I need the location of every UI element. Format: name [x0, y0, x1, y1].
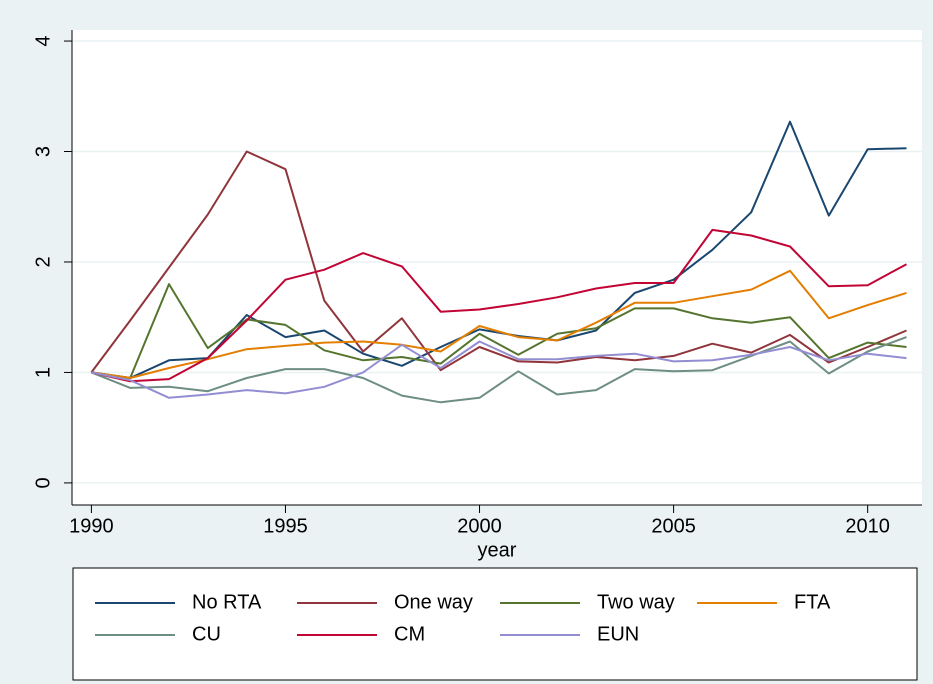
series-line [91, 340, 907, 399]
legend-label: EUN [597, 623, 639, 645]
legend-label: No RTA [192, 591, 262, 613]
series-line [91, 269, 907, 379]
legend-box [72, 567, 918, 681]
series-line [90, 150, 907, 373]
y-tick-label: 3 [32, 146, 54, 157]
x-tick-label: 1990 [69, 515, 114, 537]
legend-label: FTA [794, 591, 831, 613]
x-tick-label: 2005 [651, 515, 696, 537]
series-line [91, 336, 907, 404]
y-tick-label: 4 [32, 35, 54, 46]
series-line [91, 120, 907, 379]
x-tick-label: 1995 [263, 515, 308, 537]
y-tick-label: 0 [32, 477, 54, 488]
legend-label: One way [394, 591, 473, 613]
series-line [91, 283, 907, 379]
x-axis-label: year [478, 539, 517, 561]
x-tick-label: 2010 [845, 515, 890, 537]
series-line [91, 228, 907, 383]
y-tick-label: 1 [32, 367, 54, 378]
x-tick-label: 2000 [457, 515, 502, 537]
y-tick-label: 2 [32, 256, 54, 267]
legend-label: CM [394, 623, 425, 645]
legend-label: CU [192, 623, 221, 645]
plot-area [72, 30, 922, 505]
legend-label: Two way [597, 591, 675, 613]
